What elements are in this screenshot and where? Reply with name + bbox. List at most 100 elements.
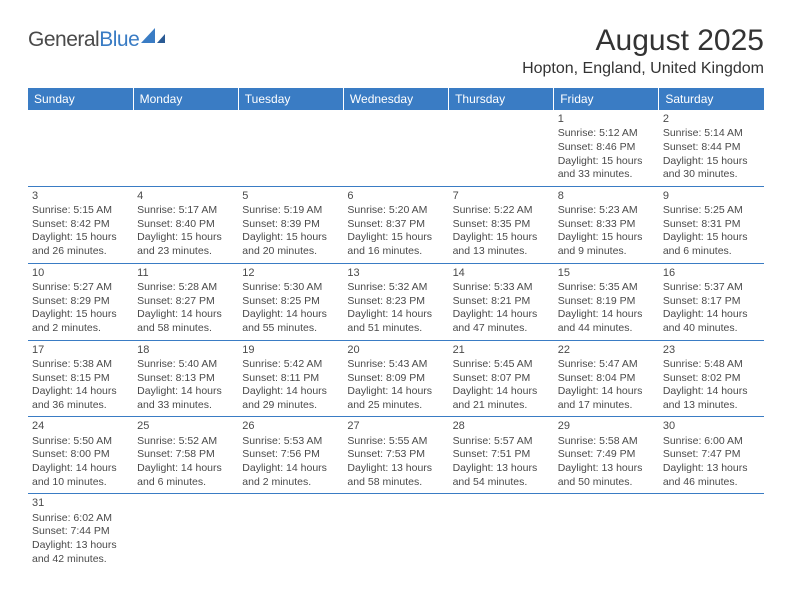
day-detail: and 54 minutes.: [453, 476, 550, 490]
calendar-cell: [28, 110, 133, 186]
day-detail: Sunset: 8:23 PM: [347, 295, 444, 309]
day-detail: Sunset: 8:02 PM: [663, 372, 760, 386]
calendar-cell: 18Sunrise: 5:40 AMSunset: 8:13 PMDayligh…: [133, 340, 238, 417]
day-detail: and 47 minutes.: [453, 322, 550, 336]
day-detail: Sunrise: 5:38 AM: [32, 358, 129, 372]
day-detail: Sunset: 8:44 PM: [663, 141, 760, 155]
day-detail: Sunrise: 5:43 AM: [347, 358, 444, 372]
day-detail: and 6 minutes.: [137, 476, 234, 490]
calendar-cell: 2Sunrise: 5:14 AMSunset: 8:44 PMDaylight…: [659, 110, 764, 186]
calendar-cell: 8Sunrise: 5:23 AMSunset: 8:33 PMDaylight…: [554, 186, 659, 263]
day-detail: Daylight: 13 hours: [663, 462, 760, 476]
day-detail: Sunrise: 5:40 AM: [137, 358, 234, 372]
calendar-cell: [238, 110, 343, 186]
day-detail: Sunrise: 5:23 AM: [558, 204, 655, 218]
calendar-cell: 14Sunrise: 5:33 AMSunset: 8:21 PMDayligh…: [449, 263, 554, 340]
day-number: 25: [137, 419, 234, 433]
day-detail: Sunrise: 5:32 AM: [347, 281, 444, 295]
day-detail: Sunset: 8:27 PM: [137, 295, 234, 309]
day-detail: Sunset: 7:53 PM: [347, 448, 444, 462]
day-number: 29: [558, 419, 655, 433]
day-detail: Sunset: 8:13 PM: [137, 372, 234, 386]
day-number: 28: [453, 419, 550, 433]
calendar-cell: 23Sunrise: 5:48 AMSunset: 8:02 PMDayligh…: [659, 340, 764, 417]
day-detail: Sunset: 8:33 PM: [558, 218, 655, 232]
calendar-cell: [449, 494, 554, 570]
day-header: Tuesday: [238, 88, 343, 110]
day-detail: and 6 minutes.: [663, 245, 760, 259]
day-detail: and 51 minutes.: [347, 322, 444, 336]
day-detail: Sunset: 8:40 PM: [137, 218, 234, 232]
day-detail: Sunrise: 5:55 AM: [347, 435, 444, 449]
day-detail: Sunrise: 5:35 AM: [558, 281, 655, 295]
day-header: Saturday: [659, 88, 764, 110]
day-number: 23: [663, 343, 760, 357]
calendar-cell: 7Sunrise: 5:22 AMSunset: 8:35 PMDaylight…: [449, 186, 554, 263]
day-detail: Daylight: 14 hours: [242, 462, 339, 476]
day-detail: Sunset: 8:29 PM: [32, 295, 129, 309]
calendar-cell: 13Sunrise: 5:32 AMSunset: 8:23 PMDayligh…: [343, 263, 448, 340]
day-number: 4: [137, 189, 234, 203]
day-header: Thursday: [449, 88, 554, 110]
day-detail: Sunrise: 5:17 AM: [137, 204, 234, 218]
day-detail: Sunrise: 5:22 AM: [453, 204, 550, 218]
day-detail: and 33 minutes.: [137, 399, 234, 413]
day-detail: Sunrise: 5:33 AM: [453, 281, 550, 295]
day-number: 26: [242, 419, 339, 433]
day-number: 16: [663, 266, 760, 280]
calendar-row: 24Sunrise: 5:50 AMSunset: 8:00 PMDayligh…: [28, 417, 764, 494]
day-detail: Sunrise: 5:30 AM: [242, 281, 339, 295]
day-detail: Sunset: 8:25 PM: [242, 295, 339, 309]
day-detail: Sunset: 8:46 PM: [558, 141, 655, 155]
day-number: 18: [137, 343, 234, 357]
day-detail: Daylight: 14 hours: [32, 385, 129, 399]
day-detail: Daylight: 14 hours: [137, 385, 234, 399]
day-detail: Daylight: 13 hours: [32, 539, 129, 553]
day-detail: Sunset: 7:49 PM: [558, 448, 655, 462]
day-detail: Daylight: 14 hours: [453, 308, 550, 322]
day-detail: Sunrise: 5:14 AM: [663, 127, 760, 141]
day-detail: and 10 minutes.: [32, 476, 129, 490]
day-detail: Sunrise: 6:00 AM: [663, 435, 760, 449]
calendar-row: 3Sunrise: 5:15 AMSunset: 8:42 PMDaylight…: [28, 186, 764, 263]
day-detail: Sunset: 8:11 PM: [242, 372, 339, 386]
day-detail: Sunset: 8:00 PM: [32, 448, 129, 462]
day-header: Sunday: [28, 88, 133, 110]
day-detail: and 23 minutes.: [137, 245, 234, 259]
day-detail: Daylight: 15 hours: [32, 231, 129, 245]
day-detail: and 58 minutes.: [347, 476, 444, 490]
day-detail: and 9 minutes.: [558, 245, 655, 259]
day-detail: Sunset: 8:31 PM: [663, 218, 760, 232]
day-number: 11: [137, 266, 234, 280]
calendar-cell: [449, 110, 554, 186]
day-detail: Daylight: 14 hours: [453, 385, 550, 399]
day-detail: and 17 minutes.: [558, 399, 655, 413]
day-number: 5: [242, 189, 339, 203]
day-detail: and 50 minutes.: [558, 476, 655, 490]
day-detail: Sunset: 8:19 PM: [558, 295, 655, 309]
day-detail: and 30 minutes.: [663, 168, 760, 182]
day-detail: Sunrise: 5:27 AM: [32, 281, 129, 295]
day-detail: and 55 minutes.: [242, 322, 339, 336]
day-number: 1: [558, 112, 655, 126]
day-number: 27: [347, 419, 444, 433]
day-detail: Sunset: 7:44 PM: [32, 525, 129, 539]
calendar-cell: 10Sunrise: 5:27 AMSunset: 8:29 PMDayligh…: [28, 263, 133, 340]
day-detail: Daylight: 14 hours: [558, 308, 655, 322]
day-detail: Sunrise: 5:42 AM: [242, 358, 339, 372]
logo: GeneralBlue: [28, 28, 167, 52]
calendar-cell: 27Sunrise: 5:55 AMSunset: 7:53 PMDayligh…: [343, 417, 448, 494]
sail-icon: [141, 28, 167, 51]
day-detail: Sunset: 8:37 PM: [347, 218, 444, 232]
day-header: Wednesday: [343, 88, 448, 110]
calendar-cell: 20Sunrise: 5:43 AMSunset: 8:09 PMDayligh…: [343, 340, 448, 417]
day-header: Friday: [554, 88, 659, 110]
day-number: 10: [32, 266, 129, 280]
day-detail: Sunrise: 5:52 AM: [137, 435, 234, 449]
day-detail: Sunset: 8:21 PM: [453, 295, 550, 309]
day-detail: Sunset: 8:09 PM: [347, 372, 444, 386]
day-detail: Sunset: 8:39 PM: [242, 218, 339, 232]
day-number: 2: [663, 112, 760, 126]
day-header: Monday: [133, 88, 238, 110]
day-detail: Sunrise: 5:12 AM: [558, 127, 655, 141]
